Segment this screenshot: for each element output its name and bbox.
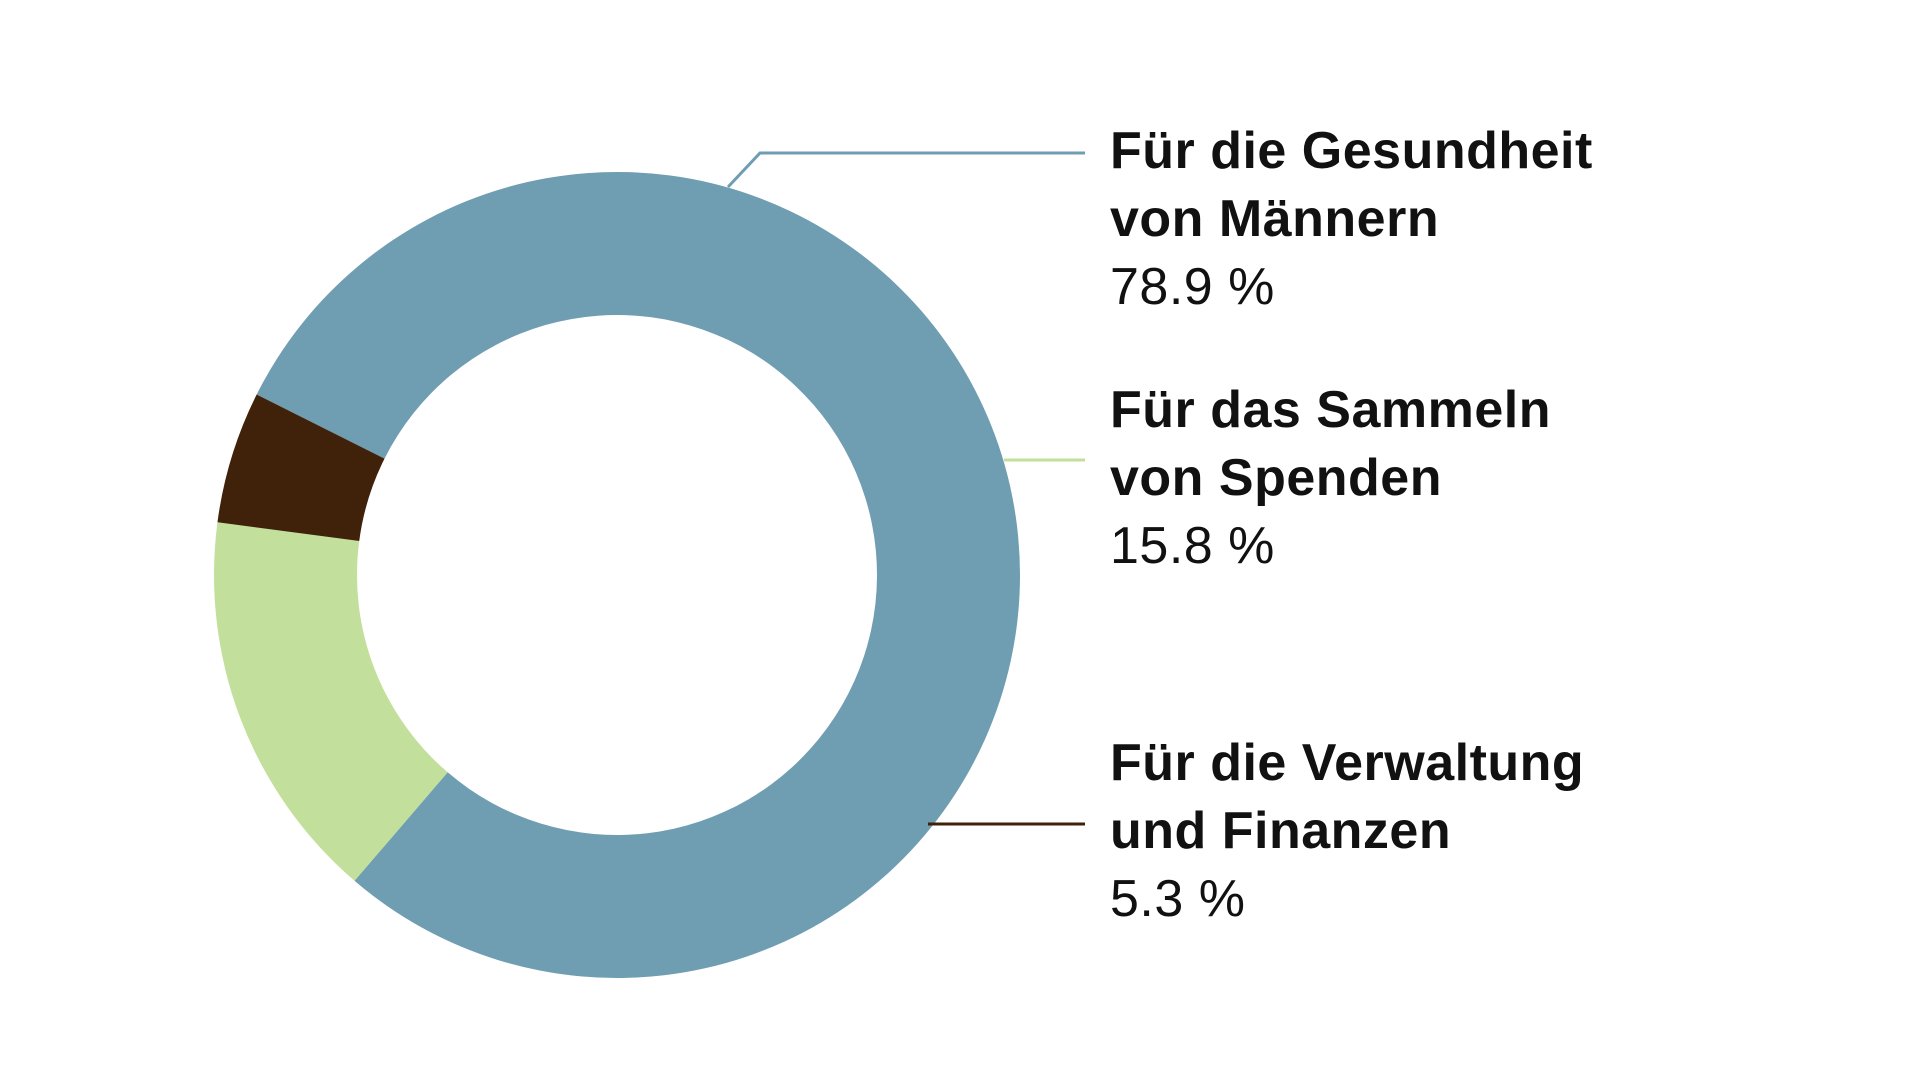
slice-administration	[217, 394, 385, 541]
legend-label-line: von Spenden	[1110, 449, 1442, 507]
leader-line-mens-health	[726, 151, 1085, 189]
legend-entry-mens-health: Für die Gesundheit von Männern 78.9 %	[1110, 117, 1870, 321]
legend-label-line: und Finanzen	[1110, 802, 1452, 860]
legend-value: 78.9 %	[1110, 258, 1275, 316]
legend-value: 5.3 %	[1110, 870, 1246, 928]
donut-slices	[213, 172, 1020, 979]
legend-label-line: Für die Verwaltung	[1110, 734, 1585, 792]
legend-label-line: von Männern	[1110, 190, 1440, 248]
legend-value: 15.8 %	[1110, 517, 1275, 575]
legend-entry-administration: Für die Verwaltung und Finanzen 5.3 %	[1110, 729, 1870, 933]
slice-mens-health	[256, 172, 1020, 979]
legend-entry-fundraising: Für das Sammeln von Spenden 15.8 %	[1110, 376, 1870, 580]
leader-lines	[726, 151, 1085, 826]
slice-fundraising	[213, 522, 448, 881]
legend-label-line: Für das Sammeln	[1110, 381, 1551, 439]
legend-label-line: Für die Gesundheit	[1110, 122, 1593, 180]
